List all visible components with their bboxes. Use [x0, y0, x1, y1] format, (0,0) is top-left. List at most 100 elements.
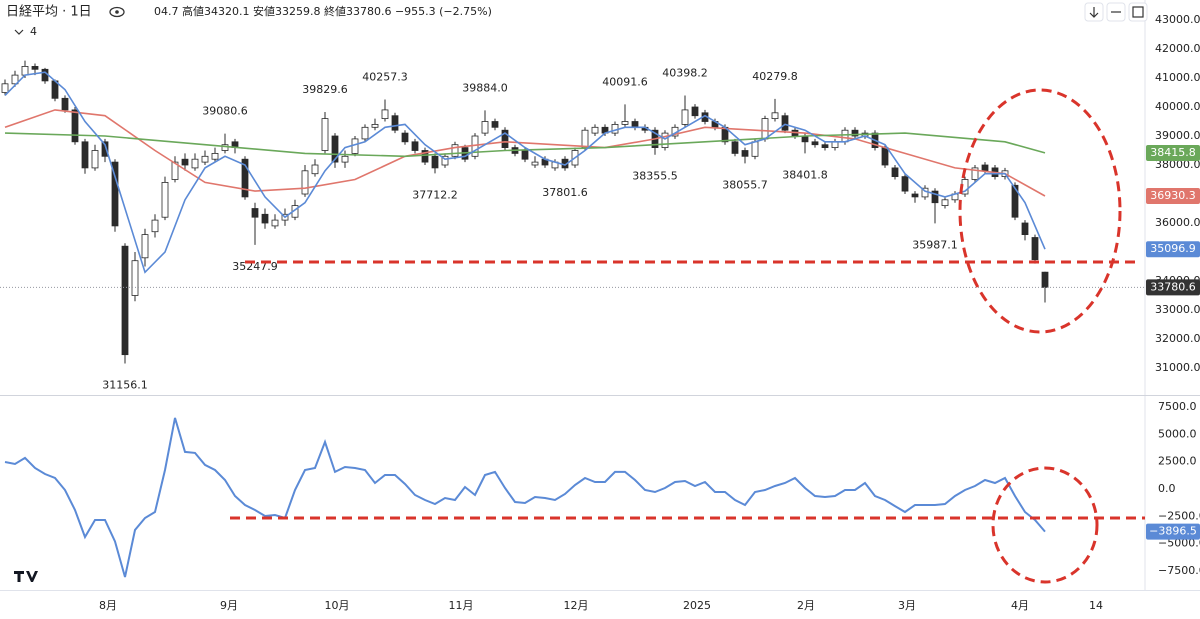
moving-average: [4, 132, 1046, 158]
y-tick-label: 36000.0: [1155, 216, 1200, 229]
candle-body: [631, 121, 639, 128]
candle-body: [841, 129, 849, 143]
price-tag: [1146, 144, 1200, 161]
y-tick-label: 33000.0: [1155, 303, 1200, 316]
candle-body: [501, 129, 509, 149]
candle-body: [751, 141, 759, 157]
visibility-icon[interactable]: [109, 6, 125, 18]
x-tick-label: 3月: [898, 599, 916, 612]
extreme-label: 31156.1: [102, 378, 148, 391]
candle-body: [911, 193, 919, 198]
price-tags: 36930.3 38415.8 35096.9 33780.6 −3896.5: [1146, 144, 1200, 540]
candle-body: [341, 155, 349, 163]
candle-body: [251, 208, 259, 218]
candle-body: [1, 83, 9, 93]
candle-body: [981, 164, 989, 172]
candle-body: [91, 150, 99, 169]
candle-body: [891, 167, 899, 178]
candle-body: [351, 138, 359, 154]
candle-body: [621, 121, 629, 125]
candle-body: [431, 155, 439, 169]
scroll-icon: [1089, 7, 1099, 18]
candle-body: [931, 190, 939, 204]
price-tag-label: 33780.6: [1150, 280, 1196, 293]
candle-body: [941, 199, 949, 207]
candle-body: [321, 118, 329, 151]
plot-layer: 8月 9月 10月 11月 12月 2025 2月 3月 4月 1431000.032000.03…: [0, 13, 1200, 612]
extreme-label: 38055.7: [722, 178, 768, 191]
symbol-title[interactable]: 日経平均 · 1日: [6, 5, 92, 20]
drawings: [230, 88, 1145, 584]
x-tick-label: 4月: [1011, 599, 1029, 612]
price-tag-label: −3896.5: [1149, 525, 1197, 538]
candle-body: [151, 219, 159, 233]
extreme-label: 38401.8: [782, 168, 828, 181]
oscillator-line: [4, 417, 1046, 578]
candle-body: [681, 109, 689, 125]
candle-body: [71, 109, 79, 143]
legend-header: 日経平均 · 1日 04.7 高値34320.1 安値33259.8 終値337…: [0, 0, 492, 38]
candle-body: [181, 158, 189, 166]
y-tick-label: 39000.0: [1155, 129, 1200, 142]
y-tick-label: 38000.0: [1155, 158, 1200, 171]
logo: [14, 571, 38, 582]
x-tick-label: 11月: [449, 599, 474, 612]
candle-body: [731, 141, 739, 154]
candle-body: [851, 129, 859, 137]
candle-body: [591, 126, 599, 134]
candle-body: [121, 245, 129, 356]
candle-body: [411, 141, 419, 151]
candle-body: [11, 74, 19, 85]
y-tick-label: 32000.0: [1155, 332, 1200, 345]
y-tick-label: 43000.0: [1155, 13, 1200, 26]
y-tick-label: 0.0: [1158, 482, 1176, 495]
extreme-label: 37801.6: [542, 186, 588, 199]
candle-body: [741, 150, 749, 157]
maximize-button[interactable]: [1128, 2, 1148, 22]
x-tick-label: 12月: [564, 599, 589, 612]
y-tick-label: 41000.0: [1155, 71, 1200, 84]
x-tick-label: 8月: [99, 599, 117, 612]
y-tick-label: −5000.0: [1158, 537, 1200, 550]
extreme-label: 38355.5: [632, 170, 678, 183]
y-tick-label: 2500.0: [1158, 455, 1197, 468]
candle-body: [311, 164, 319, 175]
candle-body: [331, 135, 339, 163]
candle-body: [1041, 271, 1049, 288]
moving-average: [4, 109, 1046, 197]
candle-body: [901, 176, 909, 192]
candle-body: [361, 126, 369, 140]
candle-body: [531, 161, 539, 166]
price-tag: [1146, 188, 1200, 205]
indicator-toggle[interactable]: [14, 29, 24, 35]
x-tick-label: 2月: [797, 599, 815, 612]
price-tag-label: 35096.9: [1150, 242, 1196, 255]
y-tick-label: 42000.0: [1155, 42, 1200, 55]
candle-body: [41, 68, 49, 82]
candle-body: [971, 167, 979, 180]
candle-body: [811, 141, 819, 146]
candle-body: [771, 112, 779, 120]
tradingview-logo[interactable]: [14, 571, 38, 582]
candle-body: [691, 106, 699, 117]
extreme-label: 40091.6: [602, 75, 648, 88]
ohlc-stats: 04.7 高値34320.1 安値33259.8 終値33780.6 −955.…: [154, 4, 492, 18]
candle-body: [441, 155, 449, 166]
y-tick-label: 5000.0: [1158, 427, 1197, 440]
header-bg: [0, 0, 480, 24]
candle-body: [171, 161, 179, 180]
candle-body: [191, 158, 199, 169]
candle-body: [611, 124, 619, 134]
candle-body: [451, 144, 459, 157]
candle-body: [241, 158, 249, 198]
candle-body: [661, 132, 669, 149]
candle-body: [271, 219, 279, 227]
maximize-icon: [1132, 6, 1144, 18]
candle-body: [391, 115, 399, 131]
candle-body: [81, 141, 89, 169]
indicator-count: 4: [30, 25, 37, 38]
candle-body: [491, 121, 499, 128]
x-tick-label: 10月: [325, 599, 350, 612]
candle-body: [881, 147, 889, 166]
